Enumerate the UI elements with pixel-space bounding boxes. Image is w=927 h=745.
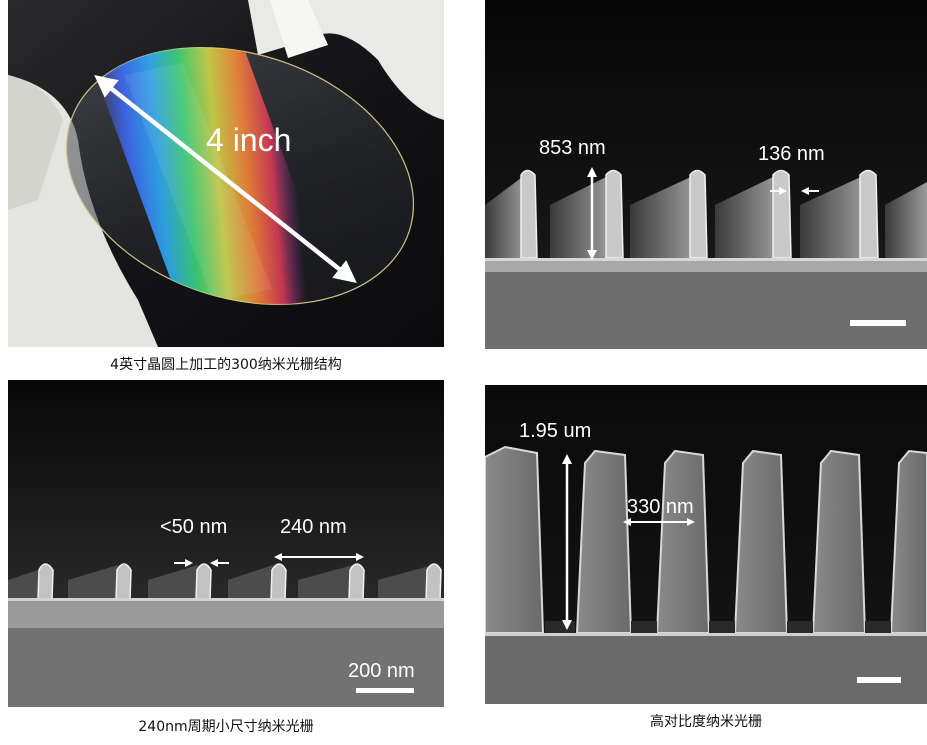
sem-image-high-aspect: 1.95 um 330 nm <box>485 385 927 704</box>
scale-label: 200 nm <box>348 660 415 682</box>
gap-label: <50 nm <box>160 516 227 538</box>
period-label: 240 nm <box>280 516 347 538</box>
width-label: 136 nm <box>758 143 825 165</box>
height-label: 853 nm <box>539 137 606 159</box>
grating-240-caption: 240nm周期小尺寸纳米光栅 <box>138 719 314 735</box>
wafer-photo: 4 inch <box>8 0 444 347</box>
sem-image-240: <50 nm 240 nm 200 nm <box>8 380 444 707</box>
scale-bar <box>850 320 906 326</box>
width-label: 330 nm <box>627 496 694 518</box>
scale-bar <box>857 677 901 683</box>
high-aspect-panel: 1.95 um 330 nm <box>485 385 927 704</box>
wafer-size-label: 4 inch <box>206 122 291 158</box>
high-aspect-caption: 高对比度纳米光栅 <box>650 714 762 730</box>
wafer-caption: 4英寸晶圆上加工的300纳米光栅结构 <box>110 357 342 373</box>
scale-bar <box>356 688 414 693</box>
wafer-diameter-arrow <box>94 75 357 283</box>
wafer-photo-panel: 4 inch <box>8 0 444 347</box>
height-label: 1.95 um <box>519 420 591 442</box>
grating-300-panel: 853 nm 136 nm <box>485 0 927 349</box>
sem-image-300: 853 nm 136 nm <box>485 0 927 349</box>
grating-240-panel: <50 nm 240 nm 200 nm <box>8 380 444 707</box>
